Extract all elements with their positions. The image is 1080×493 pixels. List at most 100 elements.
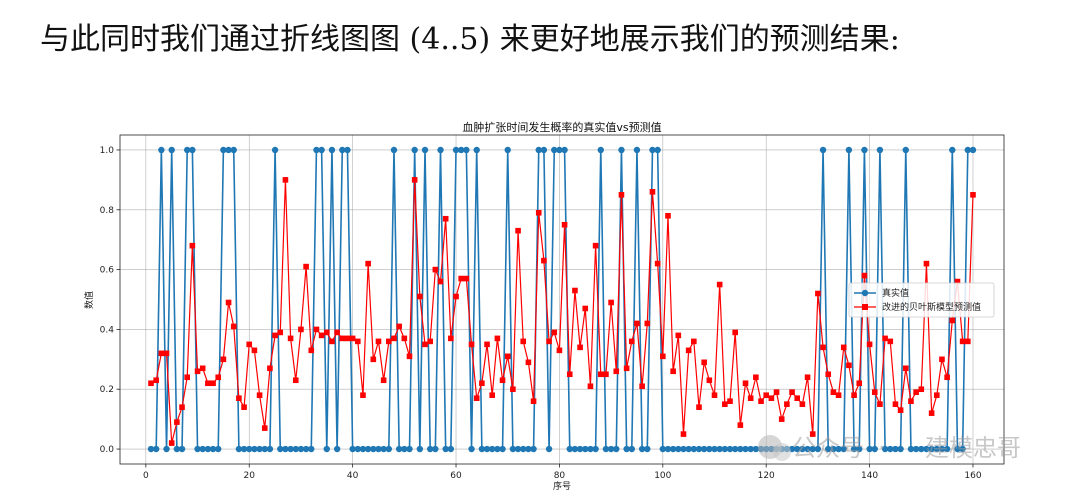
data-point	[696, 404, 702, 410]
data-point	[339, 335, 346, 342]
data-point	[360, 392, 366, 399]
data-point	[406, 353, 413, 360]
data-point	[773, 389, 780, 396]
data-point	[722, 401, 728, 407]
data-point	[236, 395, 242, 401]
data-point	[887, 445, 894, 453]
watermark-name: 建模忠哥	[925, 434, 1021, 462]
data-point	[644, 445, 651, 453]
data-point	[494, 335, 501, 342]
legend-pred-marker	[862, 304, 868, 310]
data-point	[230, 323, 237, 330]
data-point	[649, 146, 656, 154]
data-point	[370, 356, 377, 363]
data-point	[246, 445, 253, 453]
data-point	[969, 146, 977, 154]
data-point	[323, 329, 330, 336]
data-point	[846, 362, 852, 369]
data-point	[323, 445, 330, 453]
data-point	[510, 386, 516, 393]
data-point	[576, 445, 584, 453]
data-point	[799, 401, 806, 407]
data-point	[267, 365, 273, 372]
data-point	[230, 146, 237, 154]
data-point	[168, 440, 175, 446]
data-point	[411, 177, 418, 183]
data-point	[753, 374, 759, 381]
data-point	[546, 338, 552, 345]
data-point	[845, 146, 853, 154]
data-point	[727, 398, 733, 404]
data-point	[473, 395, 480, 401]
data-point	[359, 445, 367, 453]
data-point	[246, 341, 253, 348]
data-point	[752, 445, 760, 453]
data-point	[897, 445, 904, 453]
data-point	[881, 445, 889, 453]
data-point	[602, 445, 610, 453]
data-point	[421, 146, 429, 154]
data-point	[711, 445, 718, 453]
data-point	[654, 146, 661, 154]
data-point	[205, 380, 211, 387]
data-point	[174, 419, 180, 425]
legend-box	[848, 282, 995, 318]
data-point	[545, 445, 553, 453]
y-tick-label: 1.0	[100, 146, 115, 156]
data-point	[701, 359, 707, 366]
data-point	[303, 263, 309, 270]
data-point	[530, 445, 537, 453]
data-point	[483, 445, 491, 453]
data-point	[153, 377, 159, 384]
data-point	[949, 317, 956, 324]
data-point	[819, 146, 827, 154]
data-point	[690, 445, 698, 453]
data-point	[732, 329, 738, 336]
data-point	[163, 350, 170, 357]
data-point	[680, 431, 687, 437]
data-point	[261, 425, 268, 431]
data-point	[747, 395, 754, 401]
data-point	[706, 377, 713, 384]
data-point	[375, 338, 382, 345]
data-point	[525, 445, 532, 453]
data-point	[271, 146, 279, 154]
data-point	[458, 275, 464, 282]
data-point	[494, 445, 501, 453]
data-point	[478, 445, 486, 453]
data-point	[432, 445, 439, 453]
x-tick-label: 60	[450, 471, 462, 481]
data-point	[943, 445, 951, 453]
data-point	[556, 347, 563, 354]
wechat-icon-bubble	[773, 443, 791, 461]
data-point	[256, 392, 263, 399]
data-point	[298, 326, 304, 333]
data-point	[908, 398, 914, 404]
data-point	[318, 146, 325, 154]
data-point	[659, 445, 667, 453]
x-tick-label: 140	[861, 471, 878, 481]
data-point	[618, 192, 625, 198]
data-point	[152, 445, 160, 453]
data-point	[256, 445, 263, 453]
legend: 真实值 改进的贝叶斯模型预测值	[848, 282, 995, 318]
data-point	[437, 146, 444, 154]
data-point	[452, 146, 460, 154]
data-point	[742, 380, 749, 387]
data-point	[887, 338, 894, 345]
data-point	[571, 445, 579, 453]
data-point	[639, 383, 645, 390]
data-point	[628, 445, 635, 453]
data-point	[292, 445, 299, 453]
data-point	[784, 401, 790, 407]
data-point	[613, 445, 620, 453]
data-point	[209, 445, 217, 453]
data-point	[364, 445, 372, 453]
data-point	[489, 392, 496, 399]
data-point	[675, 332, 682, 339]
data-point	[877, 401, 883, 407]
data-point	[422, 341, 428, 348]
data-point	[607, 445, 615, 453]
data-point	[866, 445, 873, 453]
